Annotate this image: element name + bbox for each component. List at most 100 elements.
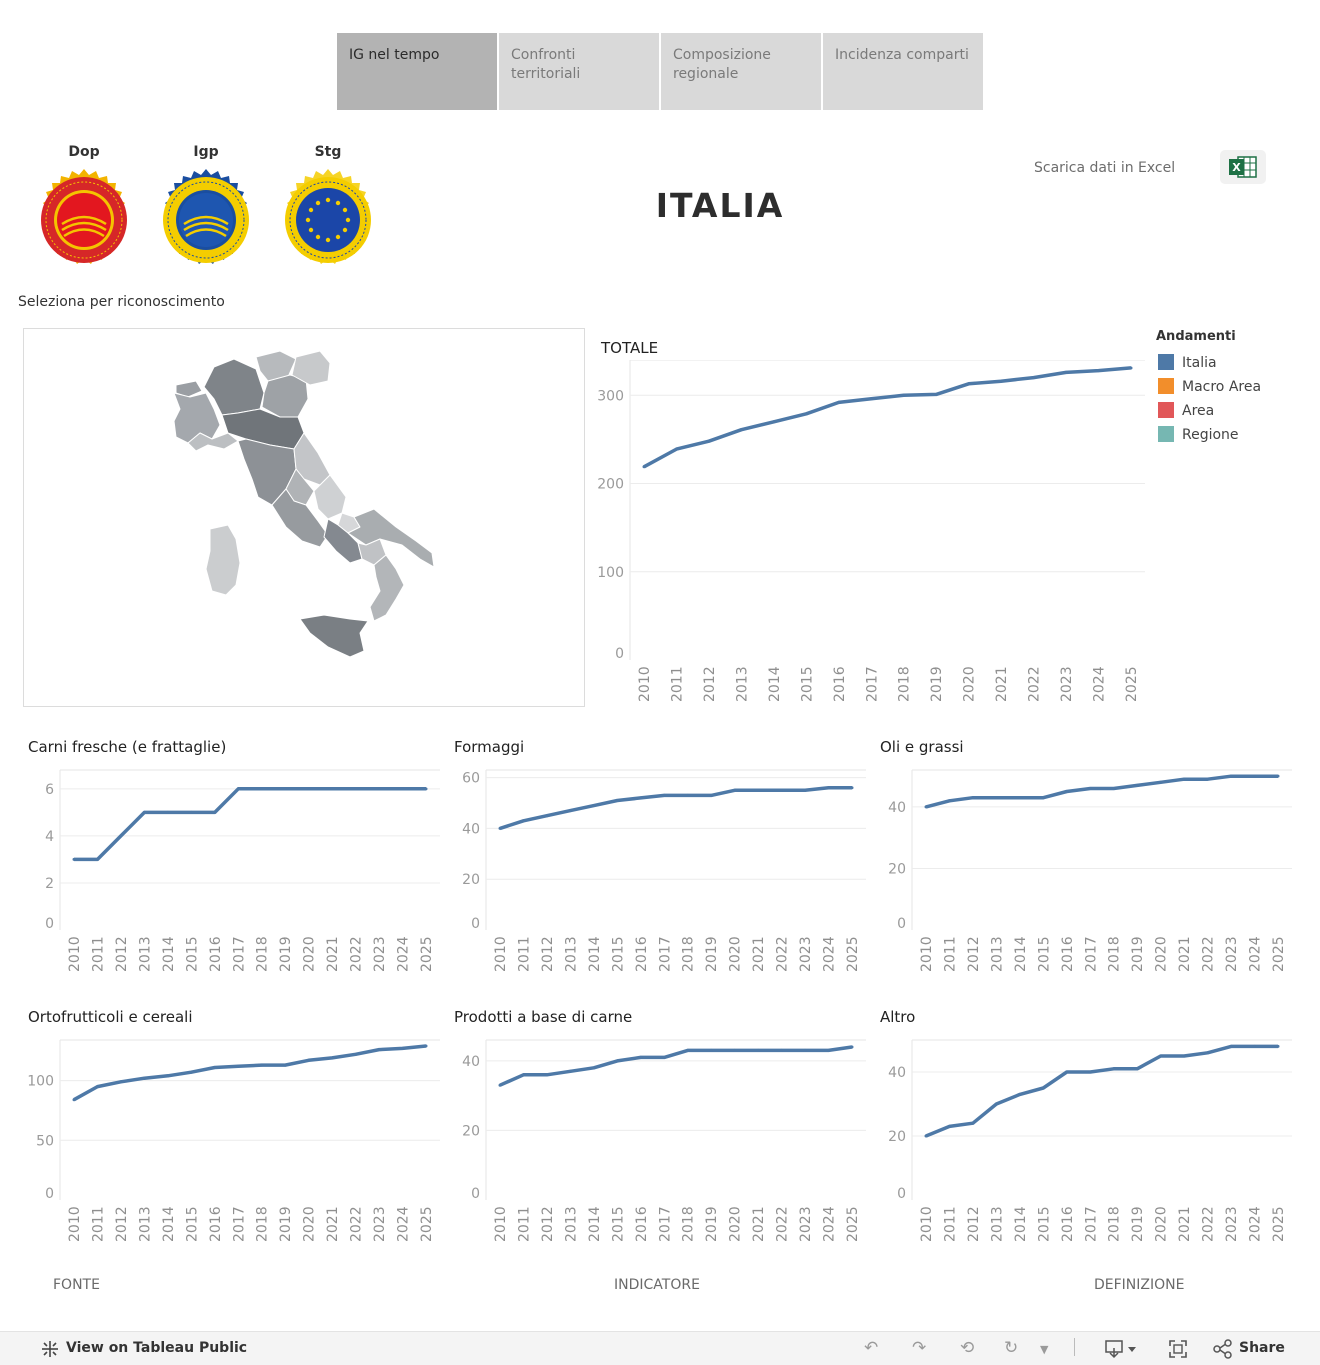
data-point — [1253, 774, 1257, 778]
tableau-logo-icon[interactable] — [40, 1339, 60, 1359]
tab-composizione-regionale[interactable]: Composizione regionale — [661, 33, 821, 110]
data-point — [521, 819, 525, 823]
data-point — [166, 810, 170, 814]
dop-seal-icon[interactable] — [32, 168, 136, 272]
tab-incidenza-comparti[interactable]: Incidenza comparti — [823, 33, 983, 110]
redo-icon[interactable]: ↷ — [912, 1338, 927, 1358]
data-point — [260, 787, 264, 791]
data-point — [947, 799, 951, 803]
y-tick-label: 40 — [462, 821, 480, 837]
data-point — [780, 788, 784, 792]
italy-map[interactable] — [23, 328, 585, 707]
data-point — [707, 439, 711, 443]
x-tick-label: 2017 — [657, 1206, 673, 1242]
x-tick-label: 2020 — [302, 936, 318, 972]
italy-map-svg[interactable] — [24, 329, 584, 706]
y-tick-label: 100 — [27, 1074, 54, 1090]
fonte-link[interactable]: FONTE — [53, 1277, 100, 1293]
chart-formaggi[interactable]: 0 20 40 60 2010 2011 2012 2013 2014 2015 2016 2017 2… — [446, 762, 871, 982]
x-tick-label: 2016 — [1060, 936, 1076, 972]
data-point — [283, 1063, 287, 1067]
legend-item-italia[interactable]: Italia — [1158, 354, 1217, 372]
chart-title-totale: TOTALE — [601, 339, 659, 357]
data-point — [1041, 1086, 1045, 1090]
x-tick-label: 2019 — [1130, 936, 1146, 972]
fullscreen-icon[interactable] — [1168, 1339, 1188, 1359]
legend-swatch — [1158, 426, 1174, 442]
x-tick-label: 2014 — [1013, 936, 1029, 972]
data-point — [850, 1045, 854, 1049]
igp-seal-icon[interactable] — [154, 168, 258, 272]
definizione-link[interactable]: DEFINIZIONE — [1094, 1277, 1185, 1293]
chart-prodotti-carne[interactable]: 0 20 40 2010 2011 2012 2013 2014 2015 2016 2017 201… — [446, 1032, 871, 1252]
chevron-down-icon[interactable]: ▼ — [1040, 1343, 1049, 1356]
x-tick-label: 2013 — [989, 1206, 1005, 1242]
chart-title-oli: Oli e grassi — [880, 738, 964, 756]
share-button[interactable]: Share — [1239, 1340, 1285, 1356]
tab-ig-nel-tempo[interactable]: IG nel tempo — [337, 33, 497, 110]
undo-icon[interactable]: ↶ — [864, 1338, 879, 1358]
chart-altro[interactable]: 0 20 40 2010 2011 2012 2013 2014 2015 2016 2017 201… — [872, 1032, 1297, 1252]
y-tick-label: 20 — [888, 1129, 906, 1145]
x-tick-label: 2015 — [1036, 1206, 1052, 1242]
region-calabria — [369, 554, 405, 622]
x-tick-label: 2021 — [751, 1206, 767, 1242]
x-tick-label: 2016 — [634, 936, 650, 972]
x-tick-label: 2010 — [919, 1206, 935, 1242]
x-tick-label: 2021 — [1177, 936, 1193, 972]
x-tick-label: 2019 — [704, 1206, 720, 1242]
tableau-toolbar — [0, 1331, 1320, 1365]
legend-item-macro-area[interactable]: Macro Area — [1158, 378, 1261, 396]
stg-seal-icon[interactable] — [276, 168, 380, 272]
series-line-italia — [925, 774, 1278, 809]
data-point — [119, 1080, 123, 1084]
data-point — [971, 1121, 975, 1125]
x-tick-label: 2015 — [184, 1206, 200, 1242]
data-point — [1159, 780, 1163, 784]
indicatore-link[interactable]: INDICATORE — [614, 1277, 700, 1293]
x-tick-label: 2017 — [864, 666, 880, 702]
tab-confronti-territoriali[interactable]: Confronti territoriali — [499, 33, 659, 110]
data-point — [1112, 786, 1116, 790]
excel-download-label[interactable]: Scarica dati in Excel — [1034, 160, 1176, 176]
data-point — [1041, 796, 1045, 800]
data-point — [568, 1069, 572, 1073]
x-tick-label: 2020 — [962, 666, 978, 702]
x-tick-label: 2010 — [67, 1206, 83, 1242]
legend-item-area[interactable]: Area — [1158, 402, 1214, 420]
data-point — [72, 857, 76, 861]
x-tick-label: 2020 — [1154, 936, 1170, 972]
chart-totale[interactable]: 0 100 200 300 2010 2011 2012 2013 2014 2015 2016 20… — [590, 360, 1155, 710]
region-veneto — [261, 374, 309, 418]
x-tick-label: 2022 — [349, 936, 365, 972]
y-tick-label: 200 — [597, 477, 624, 493]
revert-icon[interactable]: ⟲ — [960, 1338, 975, 1358]
refresh-icon[interactable]: ↻ — [1004, 1338, 1019, 1358]
x-tick-label: 2019 — [704, 936, 720, 972]
x-tick-label: 2024 — [396, 936, 412, 972]
data-point — [850, 786, 854, 790]
x-tick-label: 2011 — [669, 666, 685, 702]
x-tick-label: 2015 — [184, 936, 200, 972]
excel-download-button[interactable]: X — [1220, 150, 1266, 184]
chart-oli[interactable]: 0 20 40 2010 2011 2012 2013 2014 2015 2016 2017 201… — [872, 762, 1297, 982]
share-icon[interactable] — [1212, 1339, 1234, 1359]
data-point — [1064, 370, 1068, 374]
x-tick-label: 2024 — [822, 1206, 838, 1242]
chart-carni[interactable]: 0 2 4 6 2010 2011 2012 2013 2014 2015 2016 2017 2018… — [20, 762, 445, 982]
x-tick-label: 2013 — [989, 936, 1005, 972]
data-point — [1276, 1044, 1280, 1048]
legend-item-regione[interactable]: Regione — [1158, 426, 1239, 444]
data-point — [686, 793, 690, 797]
view-on-tableau-link[interactable]: View on Tableau Public — [66, 1340, 248, 1356]
x-tick-label: 2018 — [1107, 1206, 1123, 1242]
x-tick-label: 2021 — [751, 936, 767, 972]
data-point — [804, 412, 808, 416]
download-icon[interactable] — [1104, 1339, 1138, 1359]
x-tick-label: 2013 — [137, 936, 153, 972]
chart-ortofrutticoli[interactable]: 0 50 100 2010 2011 2012 2013 2014 2015 2016 2017 20… — [20, 1032, 445, 1252]
x-tick-label: 2023 — [798, 1206, 814, 1242]
data-point — [592, 1066, 596, 1070]
x-tick-label: 2013 — [563, 936, 579, 972]
data-point — [330, 787, 334, 791]
